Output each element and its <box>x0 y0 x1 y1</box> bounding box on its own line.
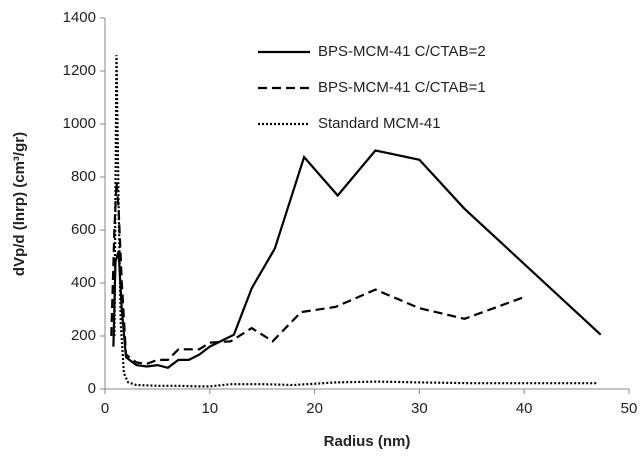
x-tick-label: 50 <box>621 400 638 417</box>
legend-label: Standard MCM-41 <box>318 115 441 132</box>
x-tick-label: 10 <box>201 400 218 417</box>
x-tick-label: 0 <box>101 400 109 417</box>
y-tick-label: 1400 <box>63 9 96 26</box>
series-line <box>112 149 602 369</box>
legend-label: BPS-MCM-41 C/CTAB=1 <box>318 79 486 96</box>
x-axis-label: Radius (nm) <box>324 433 411 450</box>
legend-label: BPS-MCM-41 C/CTAB=2 <box>318 43 486 60</box>
y-tick-label: 200 <box>71 327 96 344</box>
y-tick-label: 800 <box>71 168 96 185</box>
x-tick-label: 20 <box>306 400 323 417</box>
y-tick-label: 1000 <box>63 115 96 132</box>
y-tick-label: 600 <box>71 221 96 238</box>
y-tick-label: 0 <box>88 380 96 397</box>
y-tick-label: 1200 <box>63 62 96 79</box>
series-line <box>110 182 527 365</box>
x-tick-label: 30 <box>411 400 428 417</box>
series-line <box>113 55 598 388</box>
x-tick-label: 40 <box>516 400 533 417</box>
y-tick-label: 400 <box>71 274 96 291</box>
y-axis-label: dVp/d (lnrp) (cm³/gr) <box>11 132 28 276</box>
